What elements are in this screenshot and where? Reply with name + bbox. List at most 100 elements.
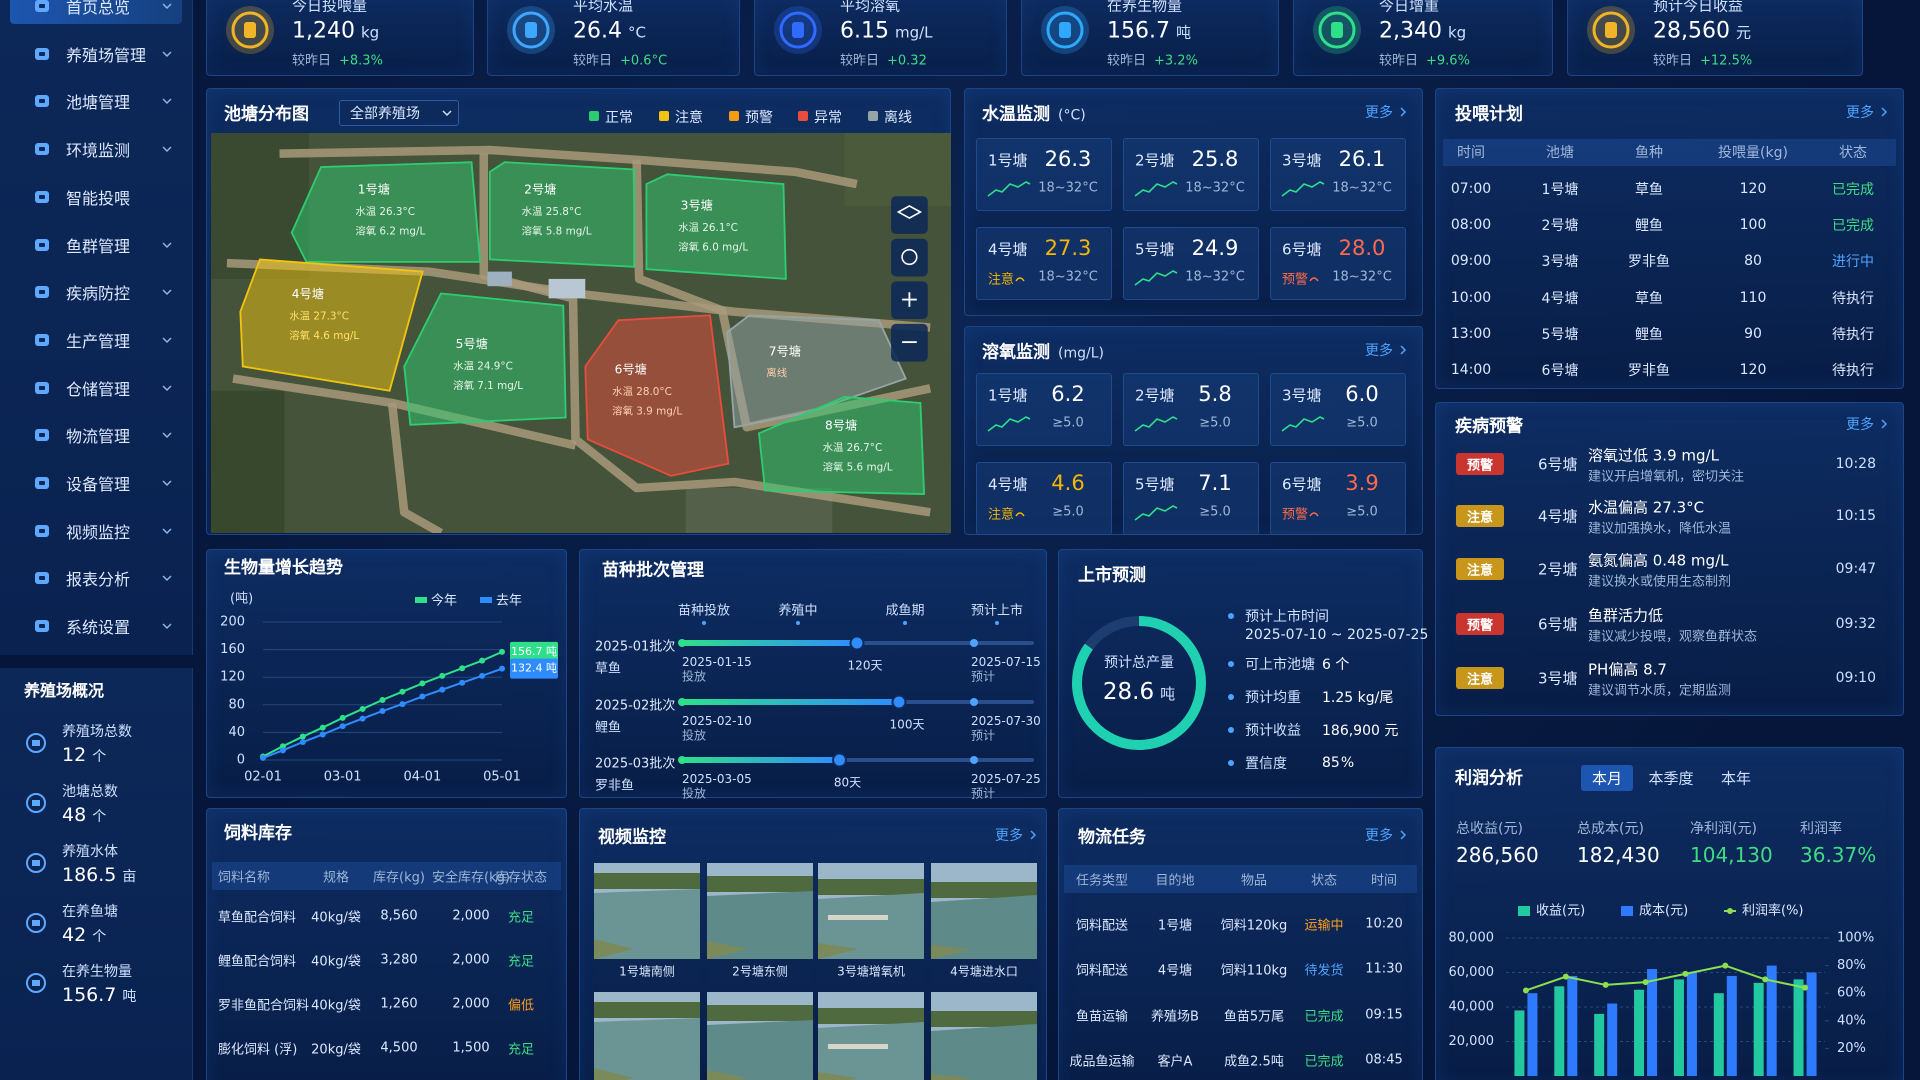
treeline xyxy=(594,1002,700,1018)
table-cell: 鲤鱼 xyxy=(1635,326,1663,343)
menu-item[interactable]: 疾病防控 xyxy=(66,284,131,304)
pond-name: 3号塘 xyxy=(1538,669,1578,688)
menu-item[interactable]: 设备管理 xyxy=(66,475,131,494)
text-row: 1,240 kg xyxy=(292,19,379,44)
menu-item[interactable]: 鱼群管理 xyxy=(66,236,131,256)
more-link[interactable]: 更多 xyxy=(1365,343,1393,359)
legend-swatch xyxy=(868,111,878,121)
alert-advice: 建议减少投喂，观察鱼群状态 xyxy=(1588,629,1758,645)
map-control[interactable] xyxy=(891,238,928,277)
icon-shape xyxy=(32,740,40,746)
map-control[interactable] xyxy=(891,196,928,234)
menu-item[interactable]: 池塘管理 xyxy=(66,93,131,113)
icon-shape xyxy=(901,248,918,266)
menu-item[interactable]: 视频监控 xyxy=(66,522,131,542)
more-link[interactable]: 更多 xyxy=(995,828,1023,844)
text-row: 1.25 kg/尾 xyxy=(1322,687,1393,707)
menu-item[interactable]: 系统设置 xyxy=(66,618,131,638)
y-tick-label: 160 xyxy=(220,642,245,657)
pond xyxy=(239,258,424,392)
legend-swatch xyxy=(1518,906,1530,916)
column-header: 投喂量(kg) xyxy=(1718,145,1788,161)
label: 池塘总数 xyxy=(62,784,118,800)
panel-title: 利润分析 xyxy=(1455,768,1523,789)
item-label: 可上市池塘 xyxy=(1245,657,1315,673)
menu-item[interactable]: 环境监测 xyxy=(66,141,131,161)
camera-thumbnail[interactable] xyxy=(818,863,924,959)
bar xyxy=(1673,979,1684,1076)
line-point xyxy=(359,705,366,712)
panel-title: 饲料库存 xyxy=(224,823,292,844)
menu-item[interactable]: 生产管理 xyxy=(66,331,131,351)
camera-thumbnail[interactable] xyxy=(818,992,924,1080)
camera-name: 3号塘增氧机 xyxy=(837,964,905,979)
menu-item[interactable]: 报表分析 xyxy=(66,570,131,590)
spark xyxy=(1134,270,1178,286)
camera-name: 4号塘进水口 xyxy=(950,964,1018,979)
sparkline xyxy=(1015,277,1025,282)
status-tag: 预警 xyxy=(1282,507,1309,523)
range: ≥5.0 xyxy=(1346,415,1378,431)
chevron xyxy=(1400,830,1407,840)
icon-ring xyxy=(1318,11,1356,49)
menu-item[interactable]: 仓储管理 xyxy=(66,379,131,399)
camera-thumbnail[interactable] xyxy=(931,863,1037,959)
tab[interactable]: 本年 xyxy=(1720,769,1752,788)
camera-thumbnail[interactable] xyxy=(594,992,700,1080)
menu-item[interactable]: 首页总览 xyxy=(66,0,131,17)
legend-label: 收益(元) xyxy=(1536,904,1585,919)
menu-item[interactable]: 物流管理 xyxy=(66,427,131,447)
line-point xyxy=(479,672,486,679)
text-row: 85% xyxy=(1322,755,1354,771)
camera-thumbnail[interactable] xyxy=(707,863,813,959)
range: ≥5.0 xyxy=(1346,504,1378,520)
treeline xyxy=(818,879,924,895)
pond-name: 3号塘 xyxy=(681,197,713,212)
range: 18~32°C xyxy=(1332,180,1392,196)
reading: 25.8 xyxy=(1191,147,1239,171)
menu-icon xyxy=(35,429,49,442)
unit: (mg/L) xyxy=(1058,345,1104,362)
pond-name: 1号塘 xyxy=(988,151,1028,170)
water xyxy=(931,1024,1037,1080)
tab[interactable]: 本月 xyxy=(1591,769,1623,788)
y-tick-label: 20,000 xyxy=(1449,1034,1495,1049)
value: 26.4 xyxy=(573,18,622,44)
camera-thumbnail[interactable] xyxy=(707,992,813,1080)
start-label: 投放 xyxy=(682,786,707,801)
menu-item[interactable]: 养殖场管理 xyxy=(66,45,147,65)
progress-dot xyxy=(849,635,865,651)
delta: +0.6°C xyxy=(620,53,668,69)
more-link[interactable]: 更多 xyxy=(1365,105,1393,121)
more-link[interactable]: 更多 xyxy=(1846,105,1874,121)
alert-advice: 建议换水或使用生态制剂 xyxy=(1588,574,1732,590)
kpi-icon xyxy=(226,6,274,54)
end-date: 2025-07-30 xyxy=(971,714,1041,728)
chevron xyxy=(162,51,172,57)
camera-thumbnail[interactable] xyxy=(931,992,1037,1080)
menu-icon xyxy=(35,143,49,156)
line-point xyxy=(319,724,326,731)
total-label: 预计总产量 xyxy=(1104,655,1174,671)
sparkline xyxy=(1309,512,1319,517)
more-link[interactable]: 更多 xyxy=(1846,417,1874,433)
camera-thumbnail[interactable] xyxy=(594,863,700,959)
menu-item[interactable]: 智能投喂 xyxy=(66,188,131,208)
filter-select[interactable] xyxy=(339,100,459,126)
filter-value[interactable]: 全部养殖场 xyxy=(350,106,420,122)
end-date: 2025-07-25 xyxy=(971,772,1041,786)
range: 18~32°C xyxy=(1038,180,1098,196)
panel-title: 养殖场概况 xyxy=(24,681,105,700)
menu-icon xyxy=(35,286,49,299)
tab[interactable]: 本季度 xyxy=(1648,769,1694,788)
value: 48 xyxy=(62,804,87,826)
progress-dot xyxy=(832,752,847,768)
panel-title: 溶氧监测 xyxy=(982,342,1050,363)
table-header xyxy=(1064,865,1417,893)
more-link[interactable]: 更多 xyxy=(1365,828,1393,844)
line-point xyxy=(1562,973,1569,980)
line-point xyxy=(279,747,286,754)
alert-time: 09:10 xyxy=(1835,670,1876,686)
metric-label: 净利润(元) xyxy=(1690,821,1757,837)
chevron-icon xyxy=(162,385,172,391)
